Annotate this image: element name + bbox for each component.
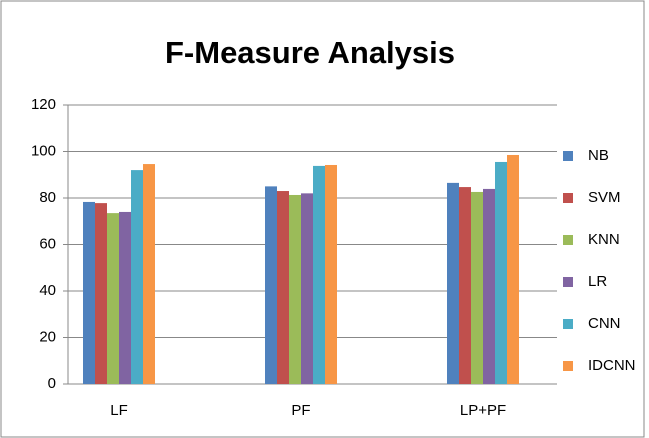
legend-swatch: [563, 319, 573, 329]
chart-title: F-Measure Analysis: [165, 35, 455, 70]
x-tick-label: PF: [291, 402, 310, 419]
bar: [507, 154, 519, 384]
bar: [471, 191, 483, 384]
legend-label: SVM: [588, 189, 621, 206]
bar: [495, 161, 507, 384]
bar: [119, 211, 131, 384]
x-tick-label: LP+PF: [460, 402, 506, 419]
bar: [301, 193, 313, 384]
bar: [325, 164, 337, 384]
legend-swatch: [563, 277, 573, 287]
legend-swatch: [563, 151, 573, 161]
legend-swatch: [563, 235, 573, 245]
y-tick-label: 20: [39, 328, 56, 345]
bar: [107, 213, 119, 384]
bar: [83, 201, 95, 384]
y-tick-label: 60: [39, 235, 56, 252]
y-tick-label: 80: [39, 189, 56, 206]
legend-label: IDCNN: [588, 357, 636, 374]
bar: [265, 186, 277, 384]
legend-swatch: [563, 361, 573, 371]
y-tick-label: 120: [31, 96, 56, 113]
bar: [313, 165, 325, 384]
bar: [95, 203, 107, 384]
x-tick-label: LF: [110, 402, 128, 419]
bar: [483, 188, 495, 384]
bar: [459, 187, 471, 384]
bar: [289, 194, 301, 384]
legend-swatch: [563, 193, 573, 203]
bar: [131, 170, 143, 384]
bar: [447, 182, 459, 384]
legend-label: NB: [588, 147, 609, 164]
legend-label: LR: [588, 273, 607, 290]
bar: [143, 164, 155, 384]
legend-label: KNN: [588, 231, 620, 248]
y-tick-label: 40: [39, 282, 56, 299]
y-tick-label: 0: [48, 375, 56, 392]
y-tick-label: 100: [31, 142, 56, 159]
bar: [277, 191, 289, 384]
legend-label: CNN: [588, 315, 621, 332]
